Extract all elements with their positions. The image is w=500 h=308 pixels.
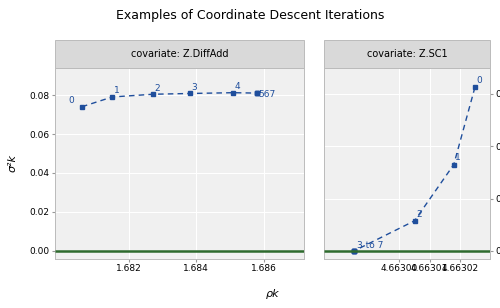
Text: covariate: Z.SC1: covariate: Z.SC1 [366, 49, 448, 59]
Text: 3: 3 [192, 83, 197, 92]
Text: σ²k: σ²k [8, 154, 18, 172]
Text: 1: 1 [114, 87, 119, 95]
Text: 0: 0 [476, 76, 482, 85]
Text: 3 to 7: 3 to 7 [357, 241, 384, 249]
Text: covariate: Z.DiffAdd: covariate: Z.DiffAdd [131, 49, 228, 59]
Text: 4: 4 [235, 82, 240, 91]
Text: 1: 1 [456, 153, 461, 162]
Text: Examples of Coordinate Descent Iterations: Examples of Coordinate Descent Iteration… [116, 9, 384, 22]
Text: 567: 567 [258, 90, 276, 99]
Text: 2: 2 [416, 210, 422, 219]
Text: 0: 0 [68, 96, 74, 105]
Text: ρk: ρk [266, 289, 280, 299]
Text: 2: 2 [154, 84, 160, 93]
